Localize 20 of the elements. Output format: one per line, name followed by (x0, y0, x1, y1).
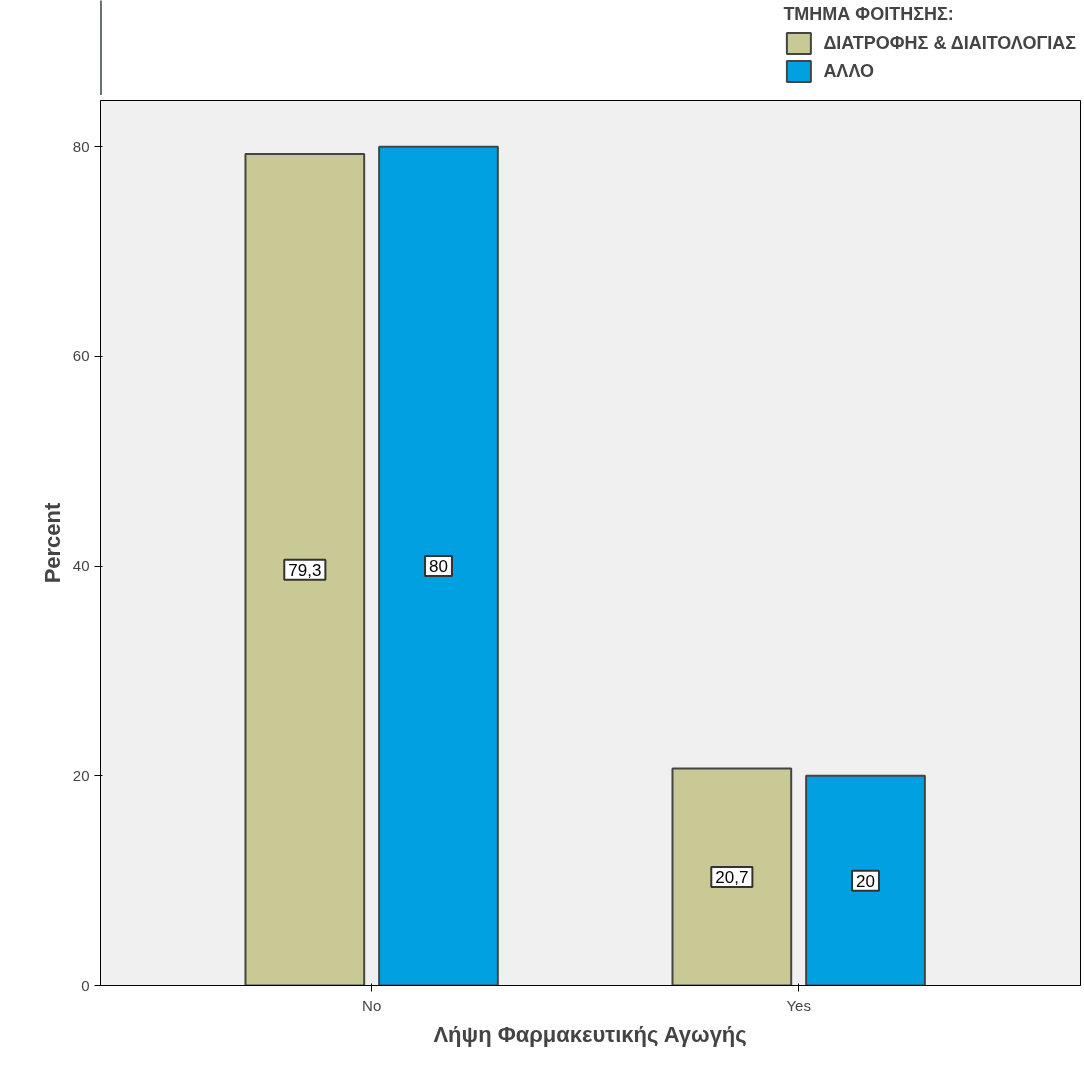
bar (671, 767, 793, 986)
y-tick-label: 0 (81, 976, 90, 994)
bar (244, 152, 366, 986)
y-tick-label: 20 (72, 766, 90, 784)
data-label: 20 (856, 871, 875, 891)
bar (378, 145, 499, 986)
y-tick-label: 40 (72, 557, 90, 575)
legend-label: ΑΛΛΟ (823, 60, 874, 82)
data-label: 20,7 (715, 867, 749, 887)
data-label: 80 (429, 557, 448, 577)
legend-label: ΔΙΑΤΡΟΦΗΣ & ΔΙΑΙΤΟΛΟΓΙΑΣ (823, 32, 1076, 54)
data-label: 79,3 (288, 560, 322, 580)
legend-title: ΤΜΗΜΑ ΦΟΙΤΗΣΗΣ: (783, 4, 955, 25)
x-axis-title: Λήψη Φαρμακευτικής Αγωγής (433, 1021, 747, 1047)
x-tick-label: No (362, 996, 382, 1014)
y-axis-title: Percent (39, 501, 65, 584)
bar (805, 774, 926, 986)
y-tick-label: 80 (72, 137, 90, 155)
y-tick-label: 60 (72, 347, 90, 365)
x-tick-label: Yes (786, 996, 811, 1014)
